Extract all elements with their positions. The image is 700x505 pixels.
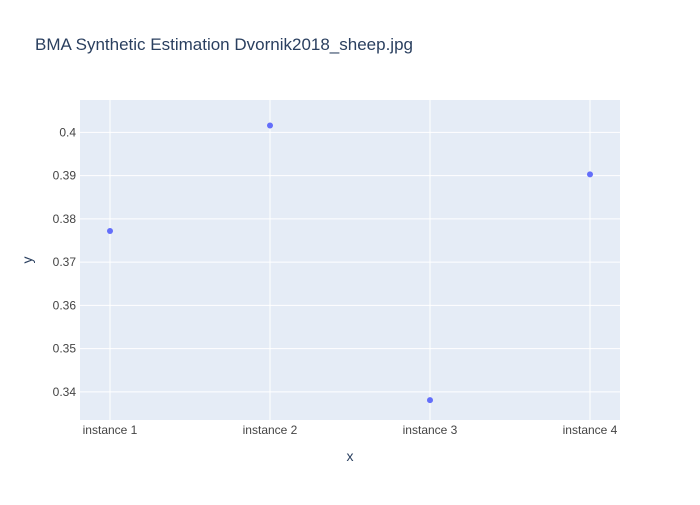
x-tick-labels: instance 1 instance 2 instance 3 instance 4 (83, 423, 618, 437)
x-tick-label: instance 4 (563, 423, 618, 437)
y-tick-label: 0.35 (53, 342, 77, 356)
data-point (427, 397, 433, 404)
y-tick-label: 0.39 (53, 169, 77, 183)
y-axis-label: y (19, 257, 35, 264)
y-tick-label: 0.4 (59, 125, 76, 139)
x-axis-label: x (347, 448, 354, 464)
data-point (267, 122, 273, 129)
chart-title: BMA Synthetic Estimation Dvornik2018_she… (35, 35, 413, 54)
data-point (587, 171, 593, 178)
y-tick-label: 0.34 (53, 385, 77, 399)
x-tick-label: instance 3 (403, 423, 458, 437)
plot-area (80, 100, 620, 420)
x-tick-label: instance 2 (243, 423, 298, 437)
x-tick-label: instance 1 (83, 423, 138, 437)
y-tick-labels: 0.34 0.35 0.36 0.37 0.38 0.39 0.4 (53, 125, 77, 398)
y-tick-label: 0.36 (53, 298, 77, 312)
y-tick-label: 0.37 (53, 255, 77, 269)
y-tick-label: 0.38 (53, 212, 77, 226)
x-gridlines (109, 100, 591, 420)
data-point (107, 228, 113, 235)
data-points (107, 122, 593, 404)
y-gridlines (80, 131, 620, 393)
